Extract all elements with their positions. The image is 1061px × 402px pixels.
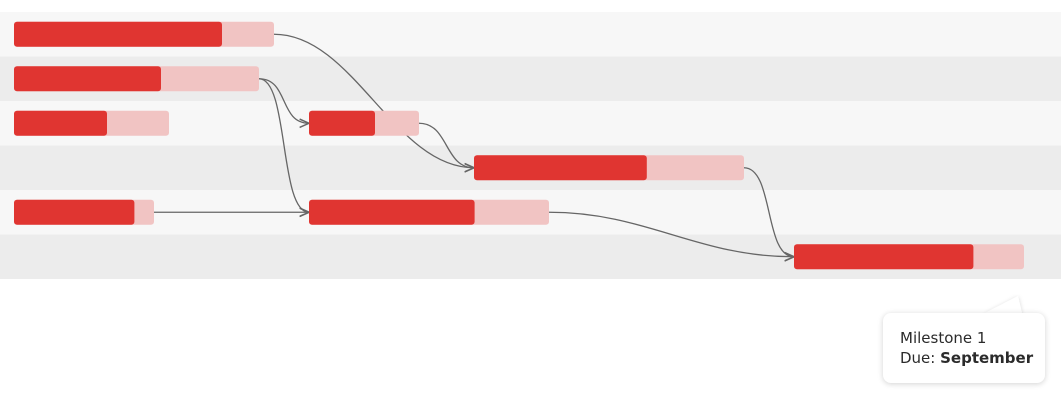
- task-bar-progress: [14, 199, 135, 225]
- dependency-connector: [418, 122, 474, 168]
- tooltip-title: Milestone 1: [900, 329, 987, 347]
- task-bar[interactable]: [794, 244, 1024, 270]
- tooltip-pointer: [985, 296, 1022, 313]
- task-bar[interactable]: [14, 110, 169, 136]
- task-bar[interactable]: [14, 66, 259, 92]
- tooltip-due-line: Due: September: [900, 348, 1045, 368]
- dependency-connector: [548, 211, 794, 257]
- task-bars: [14, 21, 1024, 270]
- task-bar-progress: [14, 21, 222, 47]
- row-bands: [0, 12, 1061, 279]
- task-bar-progress: [474, 155, 647, 181]
- milestone-tooltip: Milestone 1 Due: September: [883, 313, 1045, 383]
- task-bar[interactable]: [14, 21, 274, 47]
- task-bar[interactable]: [474, 155, 744, 181]
- task-bar[interactable]: [309, 110, 419, 136]
- task-bar-progress: [14, 66, 161, 92]
- task-bar-progress: [309, 110, 375, 136]
- dependency-connector: [258, 78, 309, 124]
- tooltip-due-value: September: [940, 349, 1034, 367]
- task-bar-progress: [14, 110, 107, 136]
- row-band: [0, 101, 1061, 146]
- dependency-links: [153, 33, 794, 257]
- dependency-connector: [273, 33, 474, 168]
- task-bar-progress: [309, 199, 475, 225]
- task-bar[interactable]: [14, 199, 154, 225]
- task-bar[interactable]: [309, 199, 549, 225]
- dependency-connector: [258, 78, 309, 213]
- task-bar-progress: [794, 244, 974, 270]
- tooltip-due-label: Due:: [900, 349, 941, 367]
